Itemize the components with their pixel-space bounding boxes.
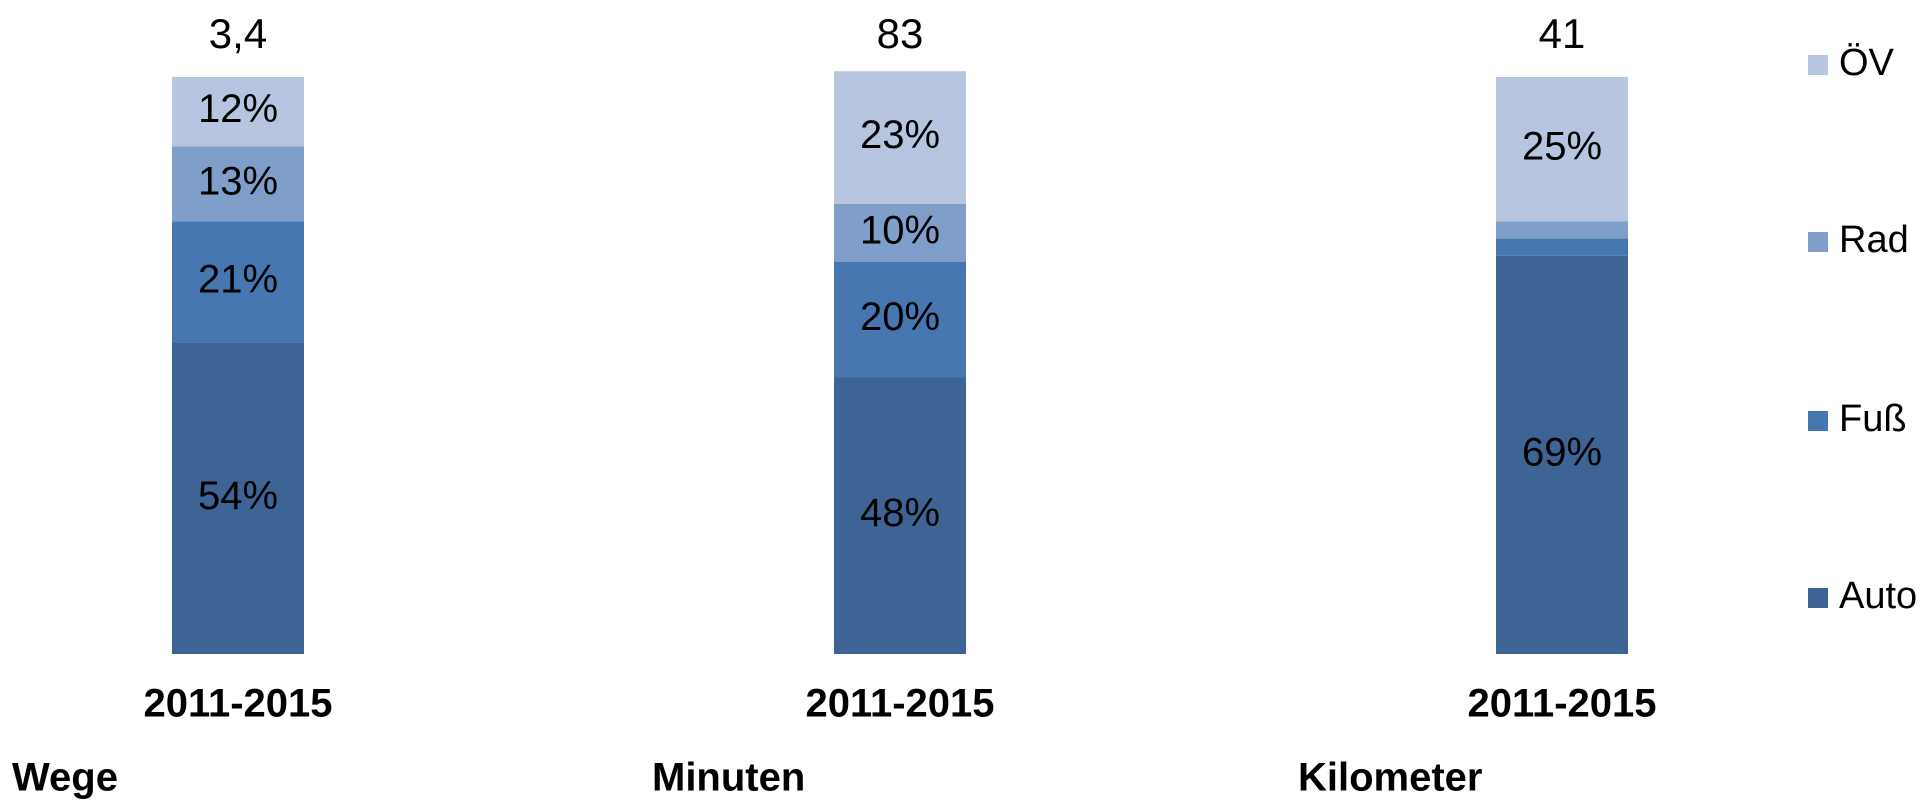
data-label: 10% xyxy=(860,208,940,252)
data-label: 54% xyxy=(198,474,278,518)
data-label: 69% xyxy=(1522,430,1602,474)
bar-segment xyxy=(834,71,966,204)
legend-label: Auto xyxy=(1839,575,1917,617)
data-label: 13% xyxy=(198,159,278,203)
x-tick-label: 2011-2015 xyxy=(805,682,994,726)
bar-segment xyxy=(1496,255,1628,654)
bar-segment xyxy=(1496,238,1628,256)
group-label: Minuten xyxy=(652,756,805,800)
legend-label: ÖV xyxy=(1839,42,1895,84)
bar-segment xyxy=(834,377,966,654)
data-label: 12% xyxy=(198,87,278,131)
legend-swatch xyxy=(1808,588,1828,608)
bar-segment xyxy=(172,77,304,147)
bar-segment xyxy=(1496,221,1628,239)
data-label: 48% xyxy=(860,491,940,535)
x-tick-label: 2011-2015 xyxy=(1467,682,1656,726)
legend-swatch xyxy=(1808,411,1828,431)
legend-label: Fuß xyxy=(1839,398,1907,440)
data-label: 25% xyxy=(1522,125,1602,169)
data-label: 21% xyxy=(198,257,278,301)
x-tick-label: 2011-2015 xyxy=(143,682,332,726)
bar-segment xyxy=(834,261,966,378)
data-label: 23% xyxy=(860,113,940,157)
legend-label: Rad xyxy=(1839,219,1909,261)
bar-segment xyxy=(834,203,966,262)
bar-segment xyxy=(172,221,304,343)
bar-segment xyxy=(1496,77,1628,222)
bar-segment xyxy=(172,146,304,222)
total-label: 41 xyxy=(1539,10,1586,57)
legend-swatch xyxy=(1808,55,1828,75)
total-label: 83 xyxy=(877,10,924,57)
group-label: Wege xyxy=(12,756,118,800)
group-label: Kilometer xyxy=(1298,756,1483,800)
legend-swatch xyxy=(1808,232,1828,252)
bar-segment xyxy=(172,342,304,654)
data-label: 20% xyxy=(860,295,940,339)
total-label: 3,4 xyxy=(209,10,267,57)
